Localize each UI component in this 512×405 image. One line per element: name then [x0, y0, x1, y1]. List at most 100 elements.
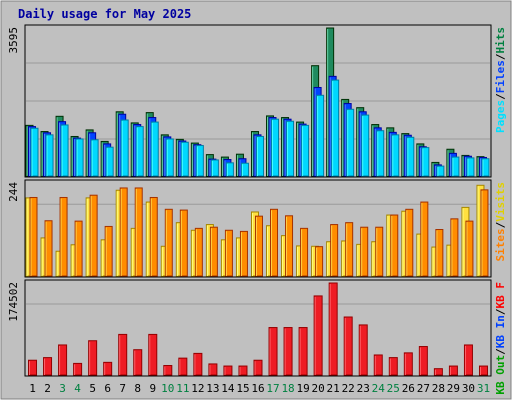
bar-kb-f [283, 327, 293, 376]
bar-kb-f [118, 333, 128, 376]
chart-panels: 3595Pages/Files/Hits244Sites/Visits17450… [7, 24, 507, 395]
bar-kb-f [253, 359, 263, 376]
legend-separator: / [494, 221, 507, 228]
x-tick-label: 10 [161, 382, 174, 395]
bar-kb-f [88, 340, 98, 376]
bar-sites [480, 189, 489, 277]
x-axis-labels: 1 2 3 4 5 6 7 8 9 10 11 12 13 14 15 16 17 18 19 20 21 22 23 24 2… [29, 382, 490, 395]
legend-entry: Visits [494, 182, 507, 222]
bar-kb-f [43, 357, 53, 376]
bar-pages [376, 130, 385, 177]
bar-pages [436, 165, 445, 177]
bar-pages [210, 159, 219, 177]
bar-pages [135, 126, 144, 177]
legend-entry: / [494, 308, 507, 315]
x-tick-label: 23 [357, 382, 370, 395]
bar-pages [180, 141, 189, 177]
legend-entry: Sites [494, 228, 507, 261]
x-tick-label: 30 [462, 382, 475, 395]
bar-pages [421, 147, 430, 177]
bar-kb-f [268, 327, 278, 376]
bar-kb-f [193, 352, 203, 376]
bar-kb-f [448, 365, 458, 376]
bar-kb-f [103, 361, 113, 376]
bar-kb-f [388, 357, 398, 376]
bar-kb-f [73, 362, 83, 376]
bar-kb-f [28, 359, 38, 376]
bar-kb-f [148, 333, 158, 376]
legend-entry: KB F [494, 282, 507, 309]
bar-pages [195, 145, 204, 177]
panel-max-label: 244 [7, 182, 20, 202]
x-tick-label: 2 [44, 382, 51, 395]
x-tick-label: 11 [176, 382, 189, 395]
bar-kb-f [418, 346, 428, 376]
x-tick-label: 17 [266, 382, 279, 395]
x-tick-label: 26 [402, 382, 415, 395]
bar-sites [239, 230, 248, 277]
bar-kb-f [328, 282, 338, 376]
bar-kb-f [208, 363, 218, 376]
bar-pages [165, 138, 174, 177]
bar-sites [89, 194, 98, 277]
bar-sites [29, 196, 38, 277]
bar-sites [405, 208, 414, 277]
bar-sites [59, 196, 68, 277]
x-tick-label: 31 [477, 382, 490, 395]
x-tick-label: 18 [281, 382, 294, 395]
bar-pages [240, 162, 249, 177]
bar-pages [255, 135, 264, 177]
bar-kb-f [313, 295, 323, 376]
bar-pages [225, 162, 234, 177]
bar-sites [270, 208, 279, 277]
x-tick-label: 19 [296, 382, 309, 395]
bar-sites [450, 218, 459, 277]
bar-pages [301, 124, 310, 177]
x-tick-label: 14 [221, 382, 235, 395]
chart-title: Daily usage for May 2025 [18, 7, 191, 21]
bar-pages [331, 79, 340, 177]
bar-pages [481, 158, 490, 177]
bar-sites [420, 201, 429, 277]
x-tick-label: 8 [134, 382, 141, 395]
bar-kb-f [133, 349, 143, 376]
bar-pages [466, 157, 475, 177]
bar-pages [406, 136, 415, 177]
bar-kb-f [238, 365, 248, 376]
bar-sites [149, 196, 158, 277]
legend-entry: Files [494, 60, 507, 93]
x-tick-label: 25 [387, 382, 400, 395]
bar-kb-f [178, 357, 188, 376]
x-tick-label: 6 [104, 382, 111, 395]
x-tick-label: 15 [236, 382, 249, 395]
bar-pages [361, 114, 370, 177]
x-tick-label: 1 [29, 382, 36, 395]
bar-kb-f [343, 316, 353, 376]
bar-sites [300, 227, 309, 277]
bar-kb-f [463, 344, 473, 376]
bar-pages [150, 121, 159, 177]
visits-panel: 244 Sites/Visits [7, 179, 507, 278]
bar-sites [179, 209, 188, 277]
bar-sites [390, 214, 399, 277]
panel-legend: Sites/Visits [494, 182, 507, 262]
bar-pages [451, 156, 460, 177]
bar-pages [60, 124, 69, 177]
x-tick-label: 20 [312, 382, 325, 395]
x-tick-label: 13 [206, 382, 219, 395]
bar-kb-f [403, 352, 413, 376]
bar-sites [435, 229, 444, 277]
bar-sites [134, 187, 143, 277]
bar-sites [360, 226, 369, 277]
bar-sites [254, 215, 263, 277]
x-tick-label: 12 [191, 382, 204, 395]
bar-kb-f [163, 365, 173, 376]
bar-pages [105, 146, 114, 177]
bar-pages [286, 120, 295, 177]
bar-sites [330, 224, 339, 277]
bar-kb-f [373, 354, 383, 376]
